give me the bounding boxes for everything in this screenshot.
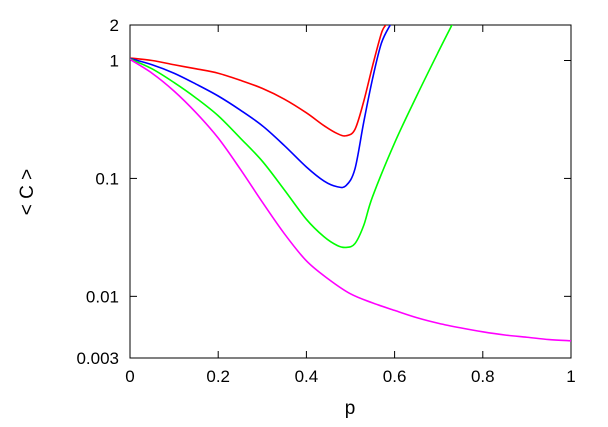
x-tick-label: 0.6 [383, 367, 407, 386]
y-tick-labels: 0.003 0.01 0.1 1 2 [76, 16, 119, 368]
x-tick-label: 1 [566, 367, 575, 386]
series-line-1 [130, 25, 387, 137]
x-tick-label: 0.4 [295, 367, 319, 386]
y-tick-label: 0.003 [76, 349, 119, 368]
plot-frame [129, 24, 572, 359]
series-line-4 [130, 58, 571, 342]
series-group [130, 25, 571, 342]
series-line-2 [130, 25, 391, 189]
axis-ticks [129, 24, 572, 359]
y-tick-label: 0.1 [95, 169, 119, 188]
series-line-3 [130, 25, 453, 249]
x-tick-label: 0.8 [471, 367, 495, 386]
y-tick-label: 0.01 [86, 287, 119, 306]
y-axis-title: < C > [17, 169, 38, 215]
y-tick-label: 1 [110, 51, 119, 70]
x-tick-label: 0.2 [206, 367, 230, 386]
x-axis-title: p [345, 398, 356, 419]
x-tick-label: 0 [125, 367, 134, 386]
y-tick-label: 2 [110, 16, 119, 35]
x-tick-labels: 0 0.2 0.4 0.6 0.8 1 [125, 367, 575, 386]
